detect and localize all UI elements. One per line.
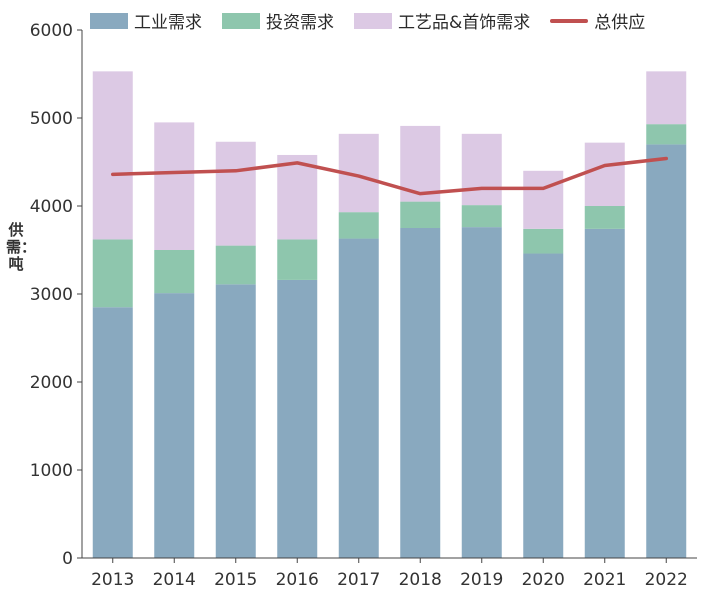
bar-2015-series-2 — [215, 141, 256, 246]
bar-2021-series-1 — [584, 206, 625, 229]
bar-2015-series-0 — [215, 284, 256, 558]
legend-label-jewelry: 工艺品&首饰需求 — [398, 13, 531, 33]
bar-2021-series-0 — [584, 228, 625, 558]
x-tick-label-2019: 2019 — [460, 570, 503, 590]
bar-2014-series-1 — [154, 250, 195, 294]
legend-swatch-supply — [550, 18, 589, 23]
bar-2013-series-2 — [92, 71, 133, 240]
bar-2015-series-1 — [215, 245, 256, 285]
bar-2014-series-2 — [154, 122, 195, 250]
x-tick-label-2022: 2022 — [645, 570, 688, 590]
x-tick-label-2018: 2018 — [399, 570, 442, 590]
bar-2019-series-0 — [461, 227, 502, 558]
bar-2017-series-1 — [338, 212, 379, 239]
bar-2020-series-2 — [523, 170, 564, 229]
y-tick-label-5000: 5000 — [30, 109, 73, 129]
legend-label-industrial: 工业需求 — [134, 13, 202, 33]
x-tick-label-2020: 2020 — [522, 570, 565, 590]
bar-2022-series-1 — [646, 124, 687, 145]
bar-2020-series-0 — [523, 253, 564, 558]
legend-item-investment: 投资需求 — [222, 8, 334, 33]
bar-2014-series-0 — [154, 293, 195, 558]
legend-swatch-jewelry — [354, 12, 392, 29]
chart-legend: 工业需求 投资需求 工艺品&首饰需求 总供应 — [90, 8, 665, 33]
bar-2019-series-1 — [461, 205, 502, 228]
bar-2013-series-0 — [92, 307, 133, 558]
supply-line — [111, 156, 668, 196]
legend-swatch-industrial — [90, 12, 128, 29]
legend-swatch-investment — [222, 12, 260, 29]
bar-2018-series-1 — [400, 201, 441, 228]
x-tick-label-2015: 2015 — [214, 570, 257, 590]
bar-2020-series-1 — [523, 228, 564, 254]
bar-2013-series-1 — [92, 239, 133, 308]
bar-2016-series-1 — [277, 239, 318, 280]
x-tick-label-2013: 2013 — [91, 570, 134, 590]
bar-2021-series-2 — [584, 142, 625, 206]
bar-2019-series-2 — [461, 133, 502, 206]
x-tick-label-2014: 2014 — [153, 570, 196, 590]
y-tick-label-2000: 2000 — [30, 373, 73, 393]
bar-2022-series-0 — [646, 144, 687, 558]
bar-2018-series-0 — [400, 228, 441, 558]
bar-2022-series-2 — [646, 71, 687, 125]
x-tick-label-2021: 2021 — [583, 570, 626, 590]
legend-label-supply: 总供应 — [594, 13, 646, 33]
legend-item-jewelry: 工艺品&首饰需求 — [354, 8, 530, 33]
bar-2017-series-0 — [338, 238, 379, 558]
legend-label-investment: 投资需求 — [266, 13, 334, 33]
bar-2016-series-2 — [277, 154, 318, 240]
x-tick-label-2017: 2017 — [337, 570, 380, 590]
x-tick-label-2016: 2016 — [276, 570, 319, 590]
y-tick-label-4000: 4000 — [30, 197, 73, 217]
y-tick-label-3000: 3000 — [30, 285, 73, 305]
bar-2016-series-0 — [277, 279, 318, 558]
legend-item-supply: 总供应 — [550, 8, 645, 33]
y-tick-label-6000: 6000 — [30, 21, 73, 41]
y-tick-label-0: 0 — [62, 549, 73, 569]
legend-item-industrial: 工业需求 — [90, 8, 202, 33]
y-tick-label-1000: 1000 — [30, 461, 73, 481]
